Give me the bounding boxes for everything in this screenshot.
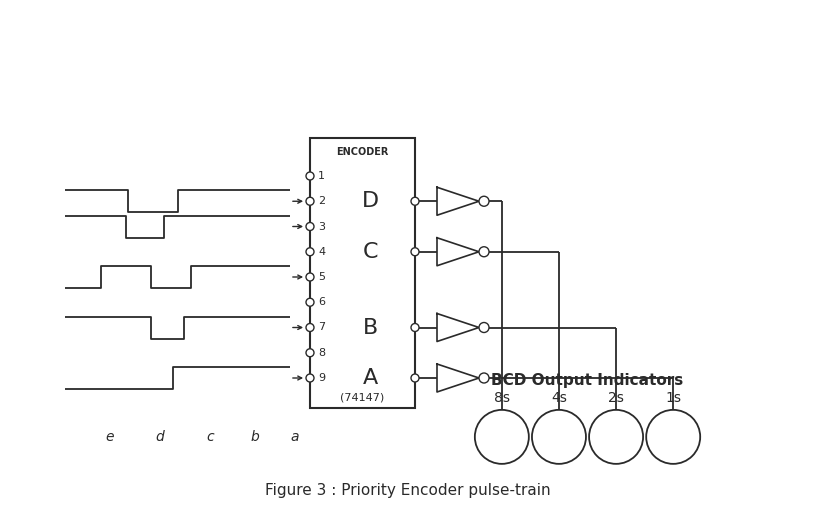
Ellipse shape (532, 410, 586, 464)
Text: 3: 3 (318, 221, 325, 232)
Circle shape (479, 373, 489, 383)
Circle shape (306, 324, 314, 331)
Text: BCD Output Indicators: BCD Output Indicators (491, 373, 684, 388)
Circle shape (306, 197, 314, 205)
Text: 2s: 2s (608, 391, 624, 405)
Text: A: A (363, 368, 378, 388)
Text: 7: 7 (318, 323, 325, 332)
Circle shape (306, 248, 314, 256)
Text: (74147): (74147) (340, 393, 384, 403)
Ellipse shape (589, 410, 643, 464)
Circle shape (411, 324, 419, 331)
Circle shape (479, 247, 489, 257)
Text: 9: 9 (318, 373, 325, 383)
Bar (310, 138, 415, 408)
Text: C: C (363, 242, 379, 262)
Text: b: b (251, 430, 259, 444)
Text: 1s: 1s (665, 391, 681, 405)
Text: 4: 4 (318, 247, 325, 257)
Text: d: d (156, 430, 164, 444)
Circle shape (411, 248, 419, 256)
Text: 8: 8 (318, 348, 325, 358)
Text: 1: 1 (318, 171, 325, 181)
Text: c: c (206, 430, 214, 444)
Text: 8s: 8s (494, 391, 510, 405)
Text: 2: 2 (318, 196, 325, 206)
Circle shape (479, 196, 489, 206)
Text: 4s: 4s (551, 391, 567, 405)
Text: D: D (362, 191, 379, 211)
Circle shape (306, 222, 314, 231)
Circle shape (411, 197, 419, 205)
Circle shape (479, 323, 489, 332)
Text: a: a (290, 430, 299, 444)
Circle shape (306, 172, 314, 180)
Ellipse shape (475, 410, 529, 464)
Circle shape (306, 374, 314, 382)
Text: Figure 3 : Priority Encoder pulse-train: Figure 3 : Priority Encoder pulse-train (265, 482, 551, 497)
Circle shape (306, 298, 314, 306)
Circle shape (411, 374, 419, 382)
Text: B: B (363, 317, 378, 338)
Text: e: e (106, 430, 114, 444)
Text: ENCODER: ENCODER (336, 147, 388, 157)
Text: 6: 6 (318, 297, 325, 307)
Circle shape (306, 349, 314, 357)
Text: 5: 5 (318, 272, 325, 282)
Ellipse shape (646, 410, 700, 464)
Circle shape (306, 273, 314, 281)
